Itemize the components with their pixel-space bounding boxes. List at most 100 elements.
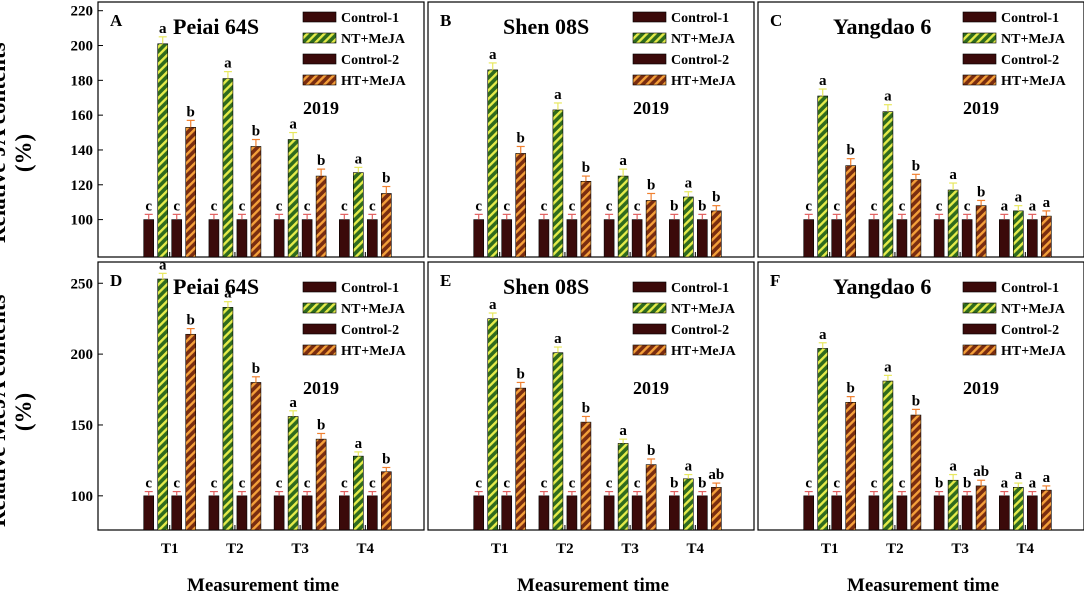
bar-F-T2-Control-1 bbox=[868, 495, 880, 531]
sig-letter-E-T4-HT+MeJA: ab bbox=[708, 467, 724, 483]
sig-letter-C-T1-HT+MeJA: b bbox=[847, 143, 855, 159]
y-axis-label-bottom-line2: (%) bbox=[11, 392, 36, 432]
bar-A-T4-Control-1 bbox=[339, 219, 350, 258]
bar-C-T4-Control-2 bbox=[1027, 219, 1038, 258]
y-tick-label-A-140: 140 bbox=[71, 143, 94, 159]
legend-label-B-Control-2: Control-2 bbox=[671, 53, 729, 68]
sig-letter-B-T1-NT+MeJA: a bbox=[489, 47, 497, 63]
bar-A-T3-NT+MeJA bbox=[287, 139, 299, 258]
bar-A-T3-HT+MeJA bbox=[315, 175, 327, 258]
bar-B-T4-NT+MeJA bbox=[683, 196, 694, 258]
bar-A-T1-NT+MeJA bbox=[157, 43, 169, 258]
legend-swatch-C-HT+MeJA bbox=[962, 74, 997, 86]
bar-C-T3-NT+MeJA bbox=[947, 189, 959, 258]
sig-letter-D-T1-HT+MeJA: b bbox=[187, 313, 195, 329]
legend-label-E-Control-2: Control-2 bbox=[671, 323, 729, 338]
bar-C-T1-Control-2 bbox=[831, 219, 843, 258]
bar-C-T4-NT+MeJA bbox=[1013, 210, 1024, 258]
sig-letter-B-T1-HT+MeJA: b bbox=[517, 130, 525, 146]
sig-letter-E-T1-NT+MeJA: a bbox=[489, 297, 497, 313]
bar-E-T1-HT+MeJA bbox=[515, 387, 527, 531]
sig-letter-E-T1-Control-2: c bbox=[503, 476, 510, 492]
bar-D-T4-NT+MeJA bbox=[353, 455, 364, 531]
x-tick-label-F-T1: T1 bbox=[821, 541, 839, 557]
sig-letter-C-T4-Control-1: a bbox=[1001, 198, 1009, 214]
bar-F-T2-NT+MeJA bbox=[882, 380, 894, 531]
sig-letter-A-T4-Control-1: c bbox=[341, 198, 348, 214]
sig-letter-A-T1-HT+MeJA: b bbox=[187, 104, 195, 120]
bar-F-T4-Control-1 bbox=[999, 495, 1010, 531]
legend-label-C-Control-2: Control-2 bbox=[1001, 53, 1059, 68]
legend-label-A-Control-2: Control-2 bbox=[341, 53, 399, 68]
bar-F-T3-Control-1 bbox=[933, 495, 945, 531]
sig-letter-C-T2-Control-1: c bbox=[871, 198, 878, 214]
y-axis-label-top: Relative JA contents (%) bbox=[0, 42, 45, 243]
sig-letter-B-T1-Control-1: c bbox=[475, 198, 482, 214]
bar-A-T1-HT+MeJA bbox=[185, 127, 197, 258]
bar-D-T1-HT+MeJA bbox=[185, 333, 197, 531]
bar-C-T1-NT+MeJA bbox=[817, 95, 829, 258]
bar-B-T3-HT+MeJA bbox=[645, 200, 657, 258]
sig-letter-B-T2-NT+MeJA: a bbox=[554, 87, 562, 103]
sig-letter-E-T4-Control-1: b bbox=[670, 476, 678, 492]
bar-B-T1-Control-1 bbox=[473, 219, 485, 258]
sig-letter-E-T2-Control-2: c bbox=[569, 476, 576, 492]
sig-letter-D-T2-Control-2: c bbox=[239, 476, 246, 492]
bar-F-T2-HT+MeJA bbox=[910, 414, 922, 531]
x-tick-label-E-T1: T1 bbox=[491, 541, 509, 557]
sig-letter-C-T3-HT+MeJA: b bbox=[977, 184, 985, 200]
sig-letter-F-T1-Control-1: c bbox=[805, 476, 812, 492]
panel-title-A: Peiai 64S bbox=[173, 14, 259, 39]
legend-label-F-HT+MeJA: HT+MeJA bbox=[1001, 344, 1067, 359]
legend-label-B-HT+MeJA: HT+MeJA bbox=[671, 74, 737, 89]
sig-letter-C-T1-Control-1: c bbox=[805, 198, 812, 214]
sig-letter-A-T2-Control-2: c bbox=[239, 198, 246, 214]
bar-F-T1-HT+MeJA bbox=[845, 401, 857, 531]
bar-C-T2-NT+MeJA bbox=[882, 111, 894, 258]
legend-swatch-B-NT+MeJA bbox=[632, 32, 667, 44]
sig-letter-A-T3-NT+MeJA: a bbox=[289, 117, 297, 133]
legend-label-C-HT+MeJA: HT+MeJA bbox=[1001, 74, 1067, 89]
panel-letter-B: B bbox=[440, 11, 451, 30]
panel-C: T1cacbT2cacbT3cacbT4aaaaCYangdao 62019Co… bbox=[757, 1, 1084, 258]
x-tick-label-F-T3: T3 bbox=[951, 541, 969, 557]
y-tick-label-A-180: 180 bbox=[71, 73, 94, 89]
bar-B-T4-Control-2 bbox=[697, 219, 708, 258]
bar-F-T2-Control-2 bbox=[896, 495, 908, 531]
bar-D-T2-Control-2 bbox=[236, 495, 248, 531]
bar-D-T2-NT+MeJA bbox=[222, 307, 234, 531]
y-tick-label-A-160: 160 bbox=[71, 108, 94, 124]
legend-label-C-NT+MeJA: NT+MeJA bbox=[1001, 32, 1066, 47]
legend-label-E-HT+MeJA: HT+MeJA bbox=[671, 344, 737, 359]
y-tick-label-D-100: 100 bbox=[71, 489, 94, 505]
legend-swatch-B-Control-1 bbox=[632, 11, 667, 23]
sig-letter-E-T2-NT+MeJA: a bbox=[554, 331, 562, 347]
year-label-D: 2019 bbox=[303, 378, 339, 398]
legend-label-B-NT+MeJA: NT+MeJA bbox=[671, 32, 736, 47]
bar-E-T4-Control-2 bbox=[697, 495, 708, 531]
legend-swatch-E-NT+MeJA bbox=[632, 302, 667, 314]
sig-letter-F-T4-HT+MeJA: a bbox=[1043, 470, 1051, 486]
legend-label-B-Control-1: Control-1 bbox=[671, 11, 729, 26]
sig-letter-B-T4-Control-1: b bbox=[670, 198, 678, 214]
bar-D-T3-Control-1 bbox=[273, 495, 285, 531]
x-tick-label-D-T2: T2 bbox=[226, 541, 244, 557]
bar-A-T1-Control-1 bbox=[143, 219, 155, 258]
sig-letter-A-T2-NT+MeJA: a bbox=[224, 56, 232, 72]
bar-F-T3-HT+MeJA bbox=[975, 485, 987, 531]
sig-letter-F-T2-HT+MeJA: b bbox=[912, 393, 920, 409]
legend-swatch-A-HT+MeJA bbox=[302, 74, 337, 86]
panel-title-B: Shen 08S bbox=[503, 14, 589, 39]
legend-label-F-NT+MeJA: NT+MeJA bbox=[1001, 302, 1066, 317]
sig-letter-F-T3-NT+MeJA: a bbox=[949, 459, 957, 475]
sig-letter-F-T1-Control-2: c bbox=[833, 476, 840, 492]
sig-letter-B-T2-Control-2: c bbox=[569, 198, 576, 214]
bar-E-T4-Control-1 bbox=[669, 495, 680, 531]
y-axis-label-top-line2: (%) bbox=[11, 133, 36, 173]
sig-letter-E-T4-Control-2: b bbox=[698, 476, 706, 492]
panel-letter-E: E bbox=[440, 271, 451, 290]
bar-E-T4-HT+MeJA bbox=[711, 487, 722, 531]
sig-letter-B-T1-Control-2: c bbox=[503, 198, 510, 214]
